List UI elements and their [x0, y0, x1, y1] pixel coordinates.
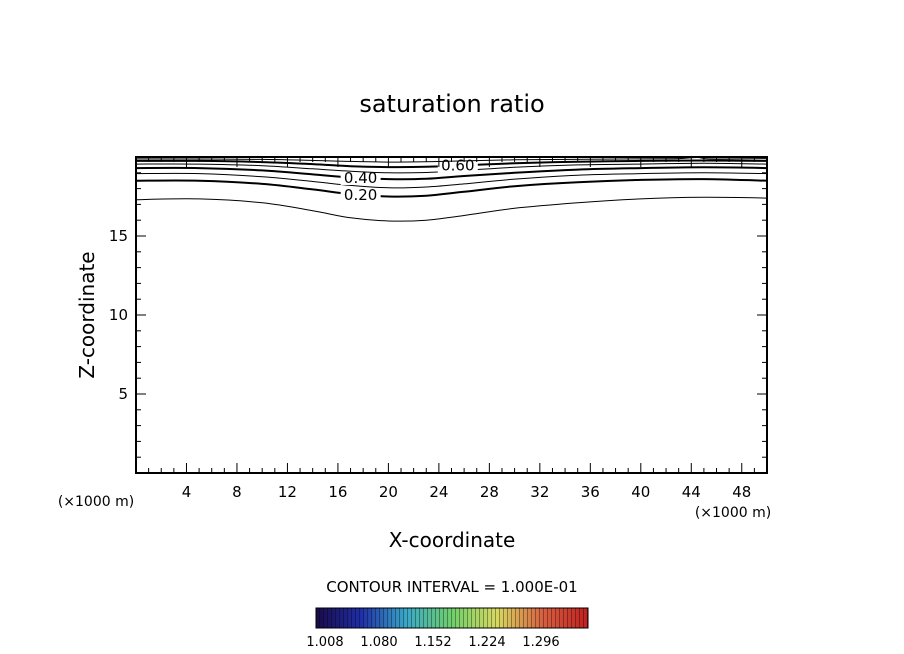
contour-label: 0.20	[344, 186, 377, 204]
x-tick-label: 32	[530, 483, 549, 501]
x-tick-label: 8	[232, 483, 242, 501]
contour-interval-label: CONTOUR INTERVAL = 1.000E-01	[326, 578, 577, 596]
colorbar-stripes	[316, 608, 588, 628]
y-tick-label: 15	[109, 227, 128, 245]
contour-line	[135, 178, 768, 198]
chart-title: saturation ratio	[359, 90, 544, 118]
plot-frame	[135, 156, 768, 474]
x-tick-label: 44	[682, 483, 701, 501]
y-tick-label: 10	[109, 306, 128, 324]
x-unit-label-right: (×1000 m)	[695, 505, 771, 521]
x-unit-label-left: (×1000 m)	[58, 494, 134, 510]
x-tick-label: 40	[631, 483, 650, 501]
contour-line	[135, 196, 768, 222]
y-axis-title: Z-coordinate	[75, 251, 99, 378]
contour-lines: 0.200.40 0.60	[135, 156, 768, 222]
colorbar	[315, 607, 589, 629]
colorbar-tick-label: 1.296	[522, 635, 559, 650]
colorbar-tick-label: 1.224	[468, 635, 505, 650]
colorbar-tick-label: 1.080	[360, 635, 397, 650]
x-tick-label: 20	[379, 483, 398, 501]
x-tick-label: 24	[429, 483, 448, 501]
colorbar-labels: 1.008 1.080 1.152 1.224 1.296	[306, 635, 559, 650]
x-tick-label: 48	[732, 483, 751, 501]
contour-label-bg	[340, 187, 381, 202]
x-tick-label: 28	[480, 483, 499, 501]
y-tick-label: 5	[118, 385, 128, 403]
colorbar-frame	[315, 607, 589, 629]
colorbar-tick-label: 1.152	[414, 635, 451, 650]
x-tick-label: 16	[328, 483, 347, 501]
contour-line	[135, 166, 768, 181]
contour-label-bg	[340, 170, 381, 185]
contour-label-bg	[437, 158, 478, 173]
contour-label: 0.60	[441, 156, 474, 174]
colorbar-tick-label: 1.008	[306, 635, 343, 650]
x-tick-label: 4	[182, 483, 192, 501]
contour-line	[135, 172, 768, 189]
x-axis-title: X-coordinate	[389, 528, 516, 552]
x-tick-label: 36	[581, 483, 600, 501]
contour-label: 0.40	[344, 169, 377, 187]
x-tick-label: 12	[278, 483, 297, 501]
